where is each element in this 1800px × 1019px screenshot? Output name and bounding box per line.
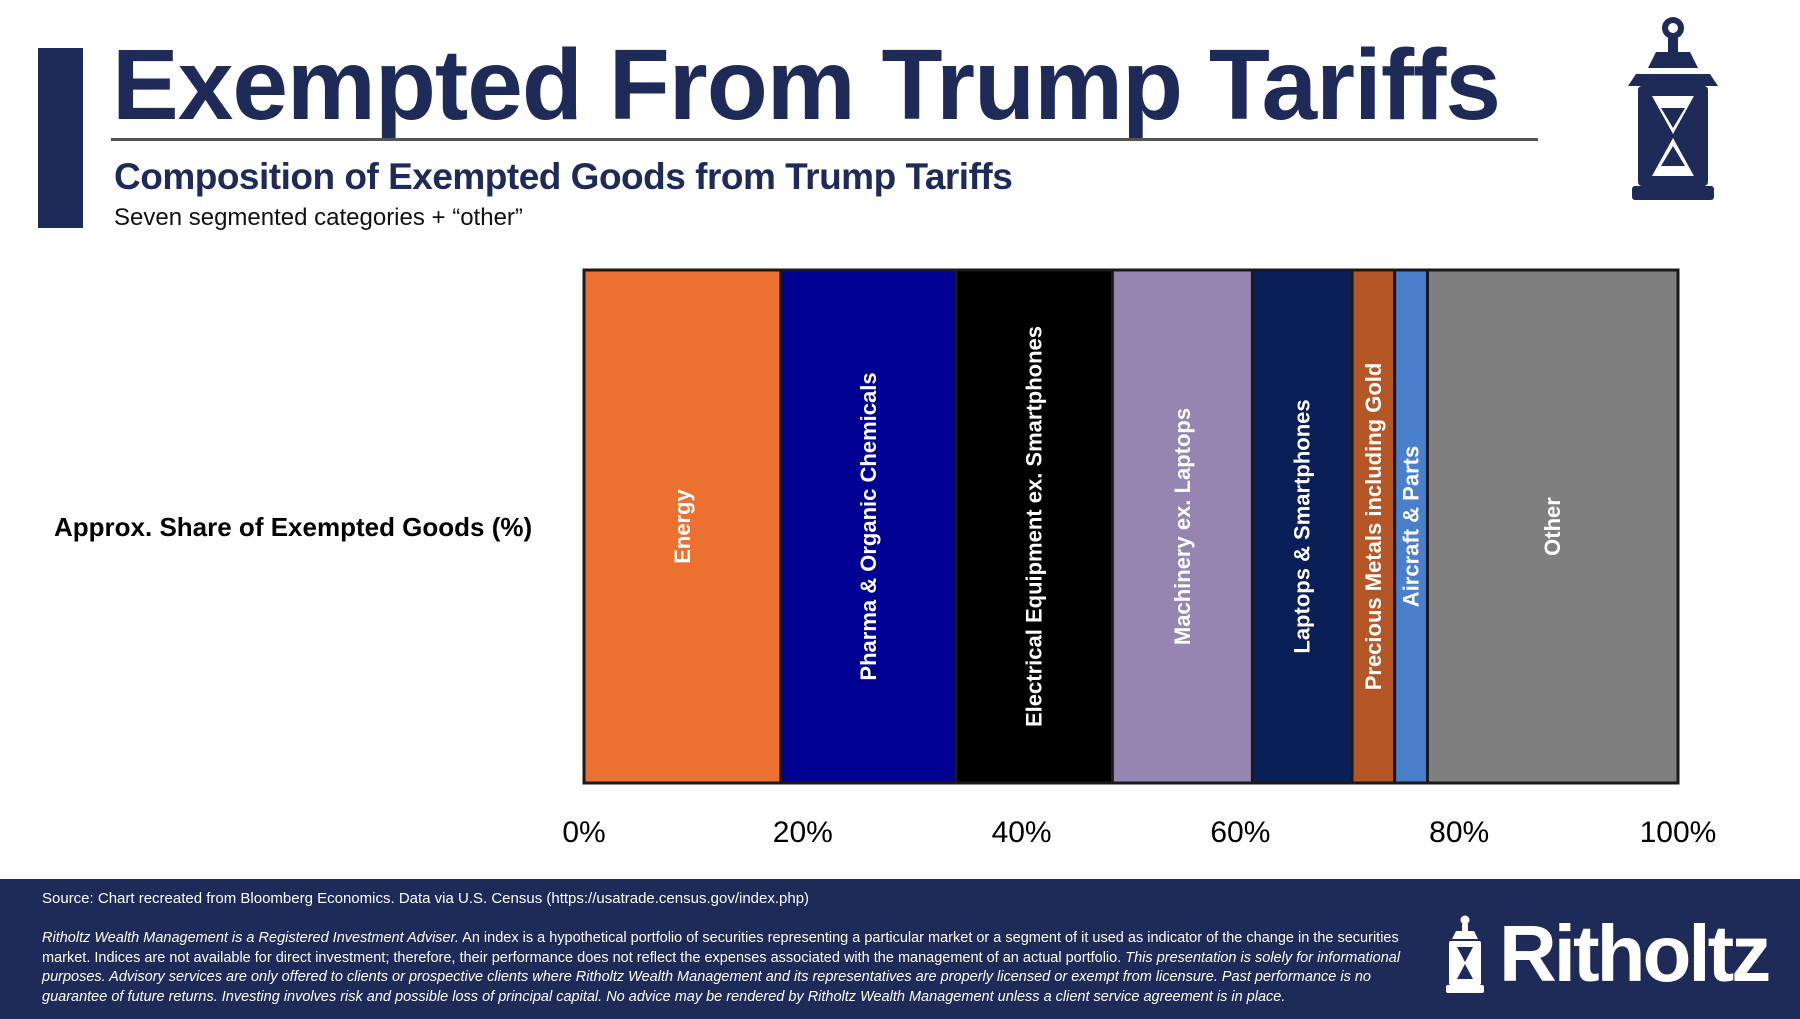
bar-segment-laptops-smartphones <box>1250 268 1354 785</box>
bar-segment-pharma-organic-chemicals <box>779 268 958 785</box>
source-note: Source: Chart recreated from Bloomberg E… <box>42 890 810 907</box>
logo-text: Ritholtz <box>1499 909 1771 998</box>
y-axis-category-label: Approx. Share of Exempted Goods (%) <box>54 512 533 542</box>
stacked-bar-chart: Energy Pharma & Organic Chemicals Electric… <box>562 268 1717 849</box>
disclaimer: Ritholtz Wealth Management is a Register… <box>42 929 1412 1007</box>
segment-label: Machinery ex. Laptops <box>1170 408 1195 645</box>
segment-label: Precious Metals including Gold <box>1361 363 1386 691</box>
segment-label: Energy <box>670 488 695 563</box>
x-tick-label: 60% <box>1210 816 1270 849</box>
disclaimer-part-1: Ritholtz Wealth Management is a Register… <box>42 930 459 946</box>
x-tick-label: 0% <box>562 816 605 849</box>
x-tick-label: 80% <box>1429 816 1489 849</box>
disclaimer-part-3: This presentation is solely for informat… <box>42 949 1401 1005</box>
bar-segment-machinery-ex-laptops <box>1110 268 1254 785</box>
segment-label: Electrical Equipment ex. Smartphones <box>1022 326 1047 727</box>
x-tick-label: 100% <box>1640 816 1717 849</box>
lantern-logo-icon <box>1446 915 1484 993</box>
lantern-icon <box>1628 17 1718 200</box>
chart-subtitle: Seven segmented categories + “other” <box>114 204 523 231</box>
x-tick-label: 40% <box>992 816 1052 849</box>
bar-segment-other <box>1425 268 1680 785</box>
segment-label: Laptops & Smartphones <box>1290 399 1315 653</box>
disclaimer-part-2: An index is a hypothetical portfolio of … <box>42 930 1399 966</box>
segment-label: Other <box>1540 497 1565 556</box>
title-divider <box>111 138 1538 141</box>
segment-label: Aircraft & Parts <box>1399 446 1424 607</box>
ritholtz-logo: Ritholtz <box>1445 909 1785 999</box>
chart-title: Composition of Exempted Goods from Trump… <box>114 156 1013 197</box>
segment-label: Pharma & Organic Chemicals <box>856 372 881 680</box>
footer: Source: Chart recreated from Bloomberg E… <box>0 879 1800 1019</box>
page-title: Exempted From Trump Tariffs <box>112 29 1501 141</box>
accent-bar <box>38 48 83 228</box>
bar-segment-electrical-equipment-ex-smartphones <box>954 268 1114 785</box>
x-tick-label: 20% <box>773 816 833 849</box>
